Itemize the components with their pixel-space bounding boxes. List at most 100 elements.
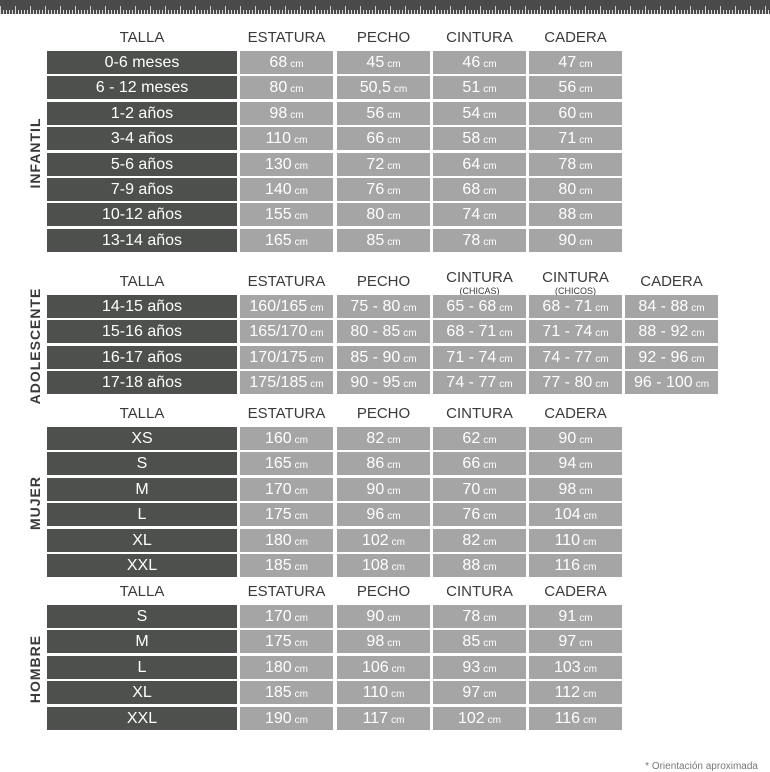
unit-label: cm — [294, 186, 309, 197]
cell-value: 175 — [264, 506, 292, 524]
unit-label: cm — [387, 160, 401, 172]
column-header: CINTURA — [433, 583, 526, 605]
unit-label: cm — [579, 613, 593, 624]
unit-label: cm — [391, 562, 406, 573]
cell-value: 15-16 años — [101, 323, 183, 341]
cell-value: 103 — [553, 658, 581, 676]
cell-value: 72 — [366, 155, 385, 173]
cell-value: L — [137, 506, 147, 524]
measure-cell: 90 cm — [337, 605, 430, 628]
unit-label: cm — [499, 303, 513, 314]
cell-value: 7-9 años — [110, 181, 174, 198]
measure-cell: 155 cm — [240, 203, 333, 227]
measure-cell: 102 cm — [433, 706, 526, 730]
measure-cell: 170 cm — [240, 477, 333, 501]
column-header: ESTATURA — [240, 405, 333, 427]
measure-cell: 77 - 80 cm — [529, 371, 622, 395]
cell-value: 180 — [264, 658, 292, 676]
unit-label: cm — [483, 460, 497, 472]
column-header: ESTATURA — [240, 583, 333, 605]
measure-cell: 116 cm — [529, 706, 622, 730]
measure-cell: 170 cm — [240, 605, 333, 628]
cell-value: M — [135, 480, 149, 498]
measure-cell: 180 cm — [240, 528, 333, 552]
unit-label: cm — [403, 379, 417, 391]
unit-label: cm — [294, 689, 309, 701]
header-label: CADERA — [544, 583, 607, 600]
cell-value: 98 — [558, 480, 577, 498]
cell-value: 165/170 — [249, 323, 308, 341]
unit-label: cm — [483, 562, 497, 573]
section-label: HOMBRE — [27, 634, 43, 703]
measure-cell: 130 cm — [240, 152, 333, 176]
cell-value: 78 — [462, 231, 481, 249]
column-header: CINTURA (CHICAS) — [433, 269, 526, 296]
cell-value: 68 — [269, 54, 288, 71]
measure-cell: 71 - 74 cm — [433, 345, 526, 369]
unit-label: cm — [583, 663, 598, 675]
column-header: CADERA — [529, 405, 622, 427]
measure-cell: 110 cm — [337, 681, 430, 705]
unit-label: cm — [387, 485, 401, 497]
cell-value: 93 — [462, 658, 481, 676]
measure-cell: 96 cm — [337, 503, 430, 527]
measure-cell: 80 cm — [337, 203, 430, 227]
measure-cell: 160 cm — [240, 427, 333, 450]
measure-cell: 71 - 74 cm — [529, 320, 622, 344]
header-label: TALLA — [119, 583, 165, 600]
header-label: TALLA — [119, 405, 165, 422]
unit-label: cm — [294, 562, 309, 573]
measure-cell: 50,5 cm — [337, 76, 430, 100]
cell-value: 45 — [366, 54, 385, 71]
unit-label: cm — [691, 303, 705, 314]
measure-cell: 72 cm — [337, 152, 430, 176]
cell-value: 62 — [462, 430, 481, 447]
cell-value: 108 — [361, 557, 389, 574]
unit-label: cm — [393, 84, 408, 96]
cell-value: S — [136, 455, 148, 473]
measure-cell: 170/175 cm — [240, 345, 333, 369]
cell-value: 112 — [554, 684, 581, 702]
measure-cell: 75 - 80 cm — [337, 295, 430, 318]
cell-value: 82 — [462, 531, 481, 549]
cell-value: 74 - 77 — [542, 348, 593, 366]
size-cell: XL — [47, 681, 237, 705]
measure-cell: 51 cm — [433, 76, 526, 100]
header-label: CINTURA — [446, 269, 513, 286]
cell-value: 82 — [366, 430, 385, 447]
unit-label: cm — [387, 135, 401, 147]
column-header: TALLA — [47, 29, 237, 51]
measure-cell: 47 cm — [529, 51, 622, 74]
measure-cell: 88 cm — [433, 554, 526, 577]
section-label: MUJER — [27, 476, 43, 531]
unit-label: cm — [387, 460, 401, 472]
cell-value: 71 - 74 — [446, 348, 497, 366]
measure-cell: 85 - 90 cm — [337, 345, 430, 369]
unit-label: cm — [294, 536, 309, 548]
column-header: CADERA — [529, 29, 622, 51]
unit-label: cm — [579, 160, 593, 172]
measure-cell: 180 cm — [240, 655, 333, 679]
cell-value: 10-12 años — [101, 206, 183, 224]
measure-cell: 68 cm — [433, 178, 526, 201]
unit-label: cm — [583, 562, 597, 573]
column-header: CINTURA — [433, 405, 526, 427]
measure-cell: 85 cm — [337, 228, 430, 252]
measure-cell: 64 cm — [433, 152, 526, 176]
unit-label: cm — [387, 435, 401, 446]
cell-value: 76 — [462, 506, 481, 524]
cell-value: 58 — [462, 130, 481, 148]
unit-label: cm — [387, 211, 401, 223]
cell-value: 80 - 85 — [350, 323, 401, 341]
column-header: ESTATURA — [240, 273, 333, 295]
header-label: ESTATURA — [247, 29, 326, 46]
measure-cell: 106 cm — [337, 655, 430, 679]
cell-value: 68 - 71 — [542, 298, 593, 315]
unit-label: cm — [483, 536, 497, 548]
measure-cell: 94 cm — [529, 452, 622, 476]
unit-label: cm — [391, 689, 405, 701]
size-cell: 13-14 años — [47, 228, 237, 252]
cell-value: 80 — [269, 79, 288, 97]
column-header: TALLA — [47, 405, 237, 427]
unit-label: cm — [483, 211, 497, 223]
